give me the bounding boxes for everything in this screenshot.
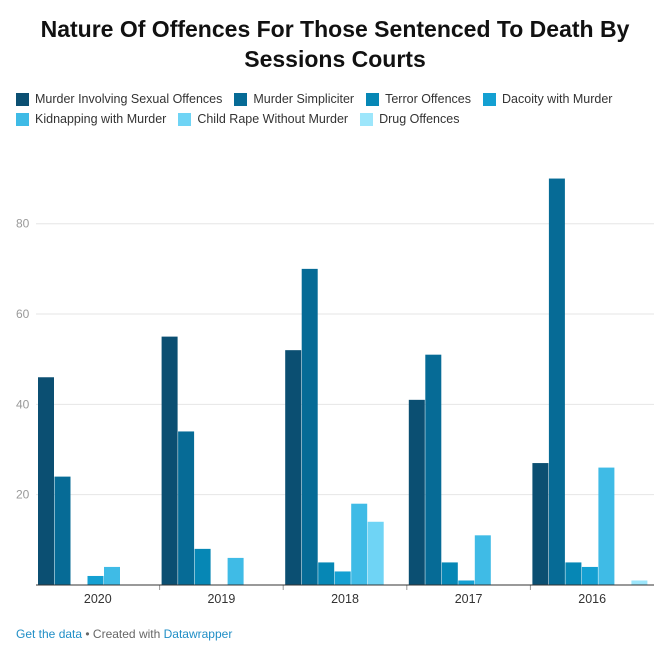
bar (38, 377, 54, 585)
legend-item: Terror Offences (366, 92, 471, 106)
bar (367, 521, 384, 585)
get-the-data-link[interactable]: Get the data (16, 627, 83, 641)
legend-label: Drug Offences (379, 112, 460, 126)
bar (408, 399, 425, 585)
bar (227, 557, 244, 585)
legend-item: Child Rape Without Murder (178, 112, 348, 126)
x-tick-label: 2017 (455, 592, 483, 606)
legend-swatch (360, 112, 374, 126)
bar (441, 562, 458, 585)
bar (178, 431, 195, 585)
legend-label: Dacoity with Murder (502, 92, 613, 106)
bar (318, 562, 335, 585)
x-tick-label: 2016 (578, 592, 606, 606)
legend-item: Drug Offences (360, 112, 459, 126)
bar (334, 571, 351, 585)
chart-title: Nature Of Offences For Those Sentenced T… (40, 16, 630, 72)
y-tick-label: 80 (16, 217, 30, 231)
bar (87, 575, 104, 585)
bar (285, 350, 302, 585)
created-with-text: • Created with (82, 627, 164, 641)
legend-swatch (366, 92, 380, 106)
x-tick-label: 2019 (207, 592, 235, 606)
bar (532, 463, 549, 585)
bar (194, 548, 211, 585)
bar (548, 178, 565, 585)
bar (161, 336, 178, 585)
bar (104, 566, 120, 585)
legend-item: Kidnapping with Murder (16, 112, 166, 126)
bar (565, 562, 582, 585)
legend-label: Murder Simpliciter (253, 92, 355, 106)
y-tick-label: 20 (16, 488, 30, 502)
legend-swatch (234, 92, 248, 106)
legend-item: Murder Simpliciter (234, 92, 354, 106)
bar (351, 503, 368, 585)
bar (458, 580, 475, 585)
bar (474, 535, 491, 585)
legend-label: Kidnapping with Murder (35, 112, 167, 126)
y-tick-label: 60 (16, 307, 30, 321)
legend: Murder Involving Sexual Offences Murder S… (16, 92, 656, 126)
bar (631, 580, 648, 585)
legend-item: Dacoity with Murder (483, 92, 612, 106)
legend-swatch (483, 92, 497, 106)
bar (425, 354, 442, 585)
legend-label: Murder Involving Sexual Offences (35, 92, 223, 106)
legend-swatch (16, 112, 29, 126)
legend-swatch (178, 112, 192, 126)
x-tick-label: 2020 (84, 592, 112, 606)
legend-swatch (16, 92, 29, 106)
x-tick-label: 2018 (331, 592, 359, 606)
bar (581, 566, 598, 585)
legend-label: Child Rape Without Murder (197, 112, 349, 126)
bar (301, 268, 318, 585)
legend-label: Terror Offences (385, 92, 472, 106)
bar (598, 467, 615, 585)
legend-item: Murder Involving Sexual Offences (16, 92, 222, 106)
datawrapper-link[interactable]: Datawrapper (163, 627, 233, 641)
y-tick-label: 40 (16, 397, 30, 411)
footer: Get the data • Created with Datawrapper (16, 627, 232, 641)
bar (54, 476, 71, 585)
